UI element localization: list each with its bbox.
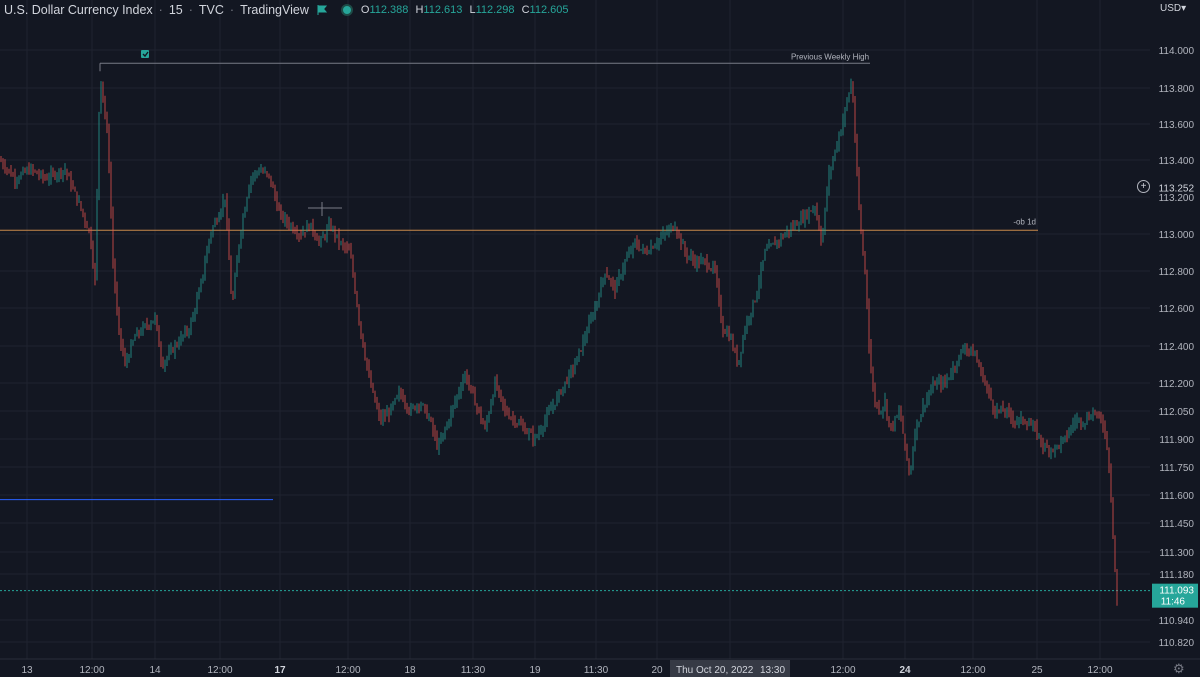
gear-icon[interactable]: ⚙	[1173, 661, 1185, 676]
price-tick-label: 114.000	[1159, 46, 1195, 57]
time-tick-label: 13	[21, 665, 33, 676]
price-tick-label: 111.600	[1159, 491, 1194, 502]
checkbox-icon	[141, 50, 149, 58]
market-status-icon[interactable]	[340, 4, 353, 16]
ohlc-low: 112.298	[475, 4, 515, 16]
annotations: Previous Weekly High -ob 1d	[141, 50, 1036, 226]
ohlc-values: O112.388 H112.613 L112.298 C112.605	[361, 4, 573, 16]
ohlc-high-label: H	[415, 4, 424, 16]
price-tick-label: 113.400	[1159, 156, 1195, 167]
time-tick-label: 24	[899, 665, 911, 676]
candles	[0, 78, 1118, 606]
interval: 15	[168, 3, 183, 17]
time-tick-label: 20	[651, 665, 663, 676]
time-tick-label: 12:00	[1087, 665, 1112, 676]
separator: ·	[158, 3, 163, 17]
price-tick-label: 112.800	[1159, 267, 1195, 278]
crosshair-price: 113.252	[1159, 183, 1195, 194]
crosshair-time: 13:30	[760, 665, 785, 676]
symbol-header[interactable]: U.S. Dollar Currency Index · 15 · TVC · …	[4, 3, 572, 17]
last-price-box	[1152, 583, 1198, 608]
countdown: 11:46	[1161, 597, 1186, 608]
time-tick-label: 12:00	[335, 665, 360, 676]
time-axis: 13 12:00 14 12:00 17 12:00 18 11:30 19 11:30 20 12:…	[0, 658, 1200, 677]
ob-label: -ob 1d	[1013, 217, 1036, 226]
price-tick-label: 111.300	[1159, 548, 1194, 559]
symbol-name: U.S. Dollar Currency Index	[4, 3, 153, 17]
time-tick-label: 19	[529, 665, 541, 676]
price-tick-label: 113.000	[1159, 230, 1195, 241]
price-tick-label: 110.940	[1159, 616, 1195, 627]
time-tick-label: 25	[1031, 665, 1043, 676]
crosshair-date-box	[670, 660, 790, 677]
price-tick-label: 110.820	[1159, 638, 1195, 649]
price-tick-label: 111.450	[1159, 519, 1194, 530]
weekly-high-label: Previous Weekly High	[791, 52, 869, 61]
price-tick-label: 113.200	[1159, 193, 1195, 204]
price-tick-label: 113.600	[1159, 120, 1195, 131]
price-tick-label: 112.050	[1159, 407, 1195, 418]
price-tick-label: 111.750	[1159, 463, 1194, 474]
currency-label: USD	[1160, 3, 1182, 14]
time-tick-label: 17	[274, 665, 286, 676]
ohlc-close-label: C	[521, 4, 530, 16]
ohlc-low-label: L	[469, 4, 476, 16]
time-tick-label: 12:00	[960, 665, 985, 676]
price-tick-label: 111.900	[1159, 435, 1194, 446]
time-tick-label: 14	[149, 665, 161, 676]
time-tick-label: 12:00	[830, 665, 855, 676]
flag-icon[interactable]	[317, 5, 327, 15]
price-tick-label: 112.200	[1159, 379, 1195, 390]
price-axis: 114.000 113.800 113.600 113.400 113.200 113.0…	[1152, 46, 1198, 649]
last-price: 111.093	[1159, 586, 1194, 597]
ohlc-high: 112.613	[423, 4, 463, 16]
crosshair-date: Thu Oct 20, 2022	[676, 665, 754, 676]
time-tick-label: 12:00	[207, 665, 232, 676]
currency-selector[interactable]: USD▾	[1160, 3, 1186, 14]
time-tick-label: 18	[404, 665, 416, 676]
time-tick-label: 11:30	[461, 665, 486, 676]
level-lines	[0, 62, 1150, 592]
source: TradingView	[240, 3, 309, 17]
ohlc-open: 112.388	[369, 4, 409, 16]
check-icon	[142, 51, 149, 58]
price-tick-label: 113.800	[1159, 84, 1195, 95]
chevron-down-icon: ▾	[1181, 3, 1187, 14]
exchange: TVC	[198, 3, 224, 17]
add-plus-icon[interactable]: +	[1137, 180, 1150, 193]
chart-grid	[0, 0, 1150, 659]
separator: ·	[229, 3, 235, 17]
price-tick-label: 111.180	[1159, 570, 1194, 581]
time-tick-label: 12:00	[79, 665, 104, 676]
ohlc-close: 112.605	[529, 4, 569, 16]
price-tick-label: 112.400	[1159, 342, 1195, 353]
separator: ·	[188, 3, 193, 17]
time-tick-label: 11:30	[584, 665, 609, 676]
price-tick-label: 112.600	[1159, 304, 1195, 315]
ohlc-open-label: O	[360, 4, 370, 16]
